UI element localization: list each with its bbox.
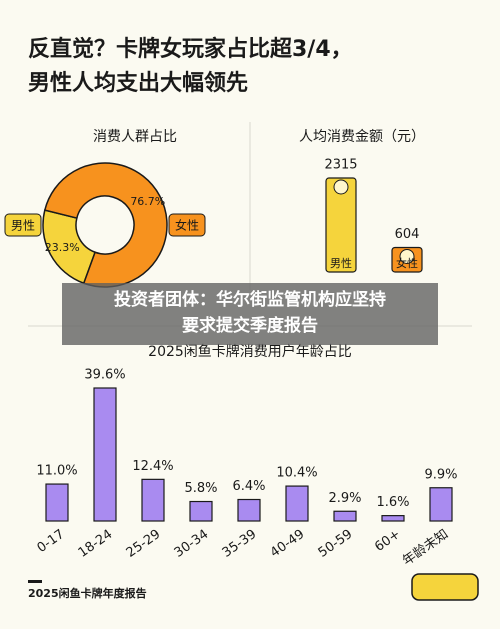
coin-icon [399, 248, 415, 264]
x-tick-label: 60+ [372, 527, 403, 555]
footer: 2025闲鱼卡牌年度报告 [28, 586, 147, 600]
chart-title: 消费人群占比 [93, 129, 177, 145]
x-tick-label: 35-39 [220, 527, 260, 561]
value-label: 9.9% [424, 467, 457, 482]
x-tick-label: 年龄未知 [400, 526, 452, 569]
bar [141, 478, 165, 522]
value-label: 39.6% [84, 368, 125, 383]
charts: 消费人群占比 23.3% 男性 76.7% 女性 人均消费金额（元） 2315 男性 604 女性… [4, 129, 458, 569]
chart-title: 2025闲鱼卡牌消费用户年龄占比 [148, 343, 352, 360]
x-tick-label: 18-24 [76, 527, 116, 561]
chart-title: 人均消费金额（元） [299, 129, 425, 145]
bar [285, 485, 309, 522]
logo [411, 573, 479, 601]
value-label: 76.7% [130, 195, 165, 208]
category-label: 女性 [396, 256, 418, 270]
bar [381, 515, 405, 522]
value-label: 23.3% [45, 241, 80, 254]
bar [45, 483, 69, 522]
bar [93, 387, 117, 522]
x-tick-label: 0-17 [35, 527, 68, 556]
title-line: 男性人均支出大幅领先 [28, 70, 248, 96]
value-label: 5.8% [184, 481, 217, 496]
title-line: 反直觉？卡牌女玩家占比超3/4， [28, 36, 353, 62]
x-tick-label: 40-49 [268, 527, 308, 561]
value-label: 604 [395, 227, 420, 242]
legend-box [4, 213, 42, 237]
coin-icon [333, 179, 349, 195]
footer-dash [28, 580, 42, 583]
legend-label: 女性 [175, 218, 199, 233]
value-label: 11.0% [36, 464, 77, 479]
category-label: 男性 [330, 256, 352, 270]
value-label: 10.4% [276, 466, 317, 481]
overlay-banner [62, 283, 438, 345]
bar [325, 177, 357, 273]
legend-box [168, 213, 206, 237]
x-tick-label: 30-34 [172, 527, 212, 561]
bar [333, 510, 357, 522]
legend-label: 男性 [11, 219, 35, 233]
value-label: 2315 [324, 158, 357, 173]
value-label: 1.6% [376, 495, 409, 510]
overlay-text: 投资者团体：华尔街监管机构应坚持 [114, 289, 386, 310]
value-label: 2.9% [328, 491, 361, 506]
bar [429, 487, 453, 522]
overlay-text: 要求提交季度报告 [182, 315, 318, 336]
value-label: 12.4% [132, 459, 173, 474]
bar [237, 498, 261, 522]
bar [189, 500, 213, 522]
x-tick-label: 50-59 [316, 527, 356, 561]
x-tick-label: 25-29 [124, 527, 164, 561]
value-label: 6.4% [232, 479, 265, 494]
